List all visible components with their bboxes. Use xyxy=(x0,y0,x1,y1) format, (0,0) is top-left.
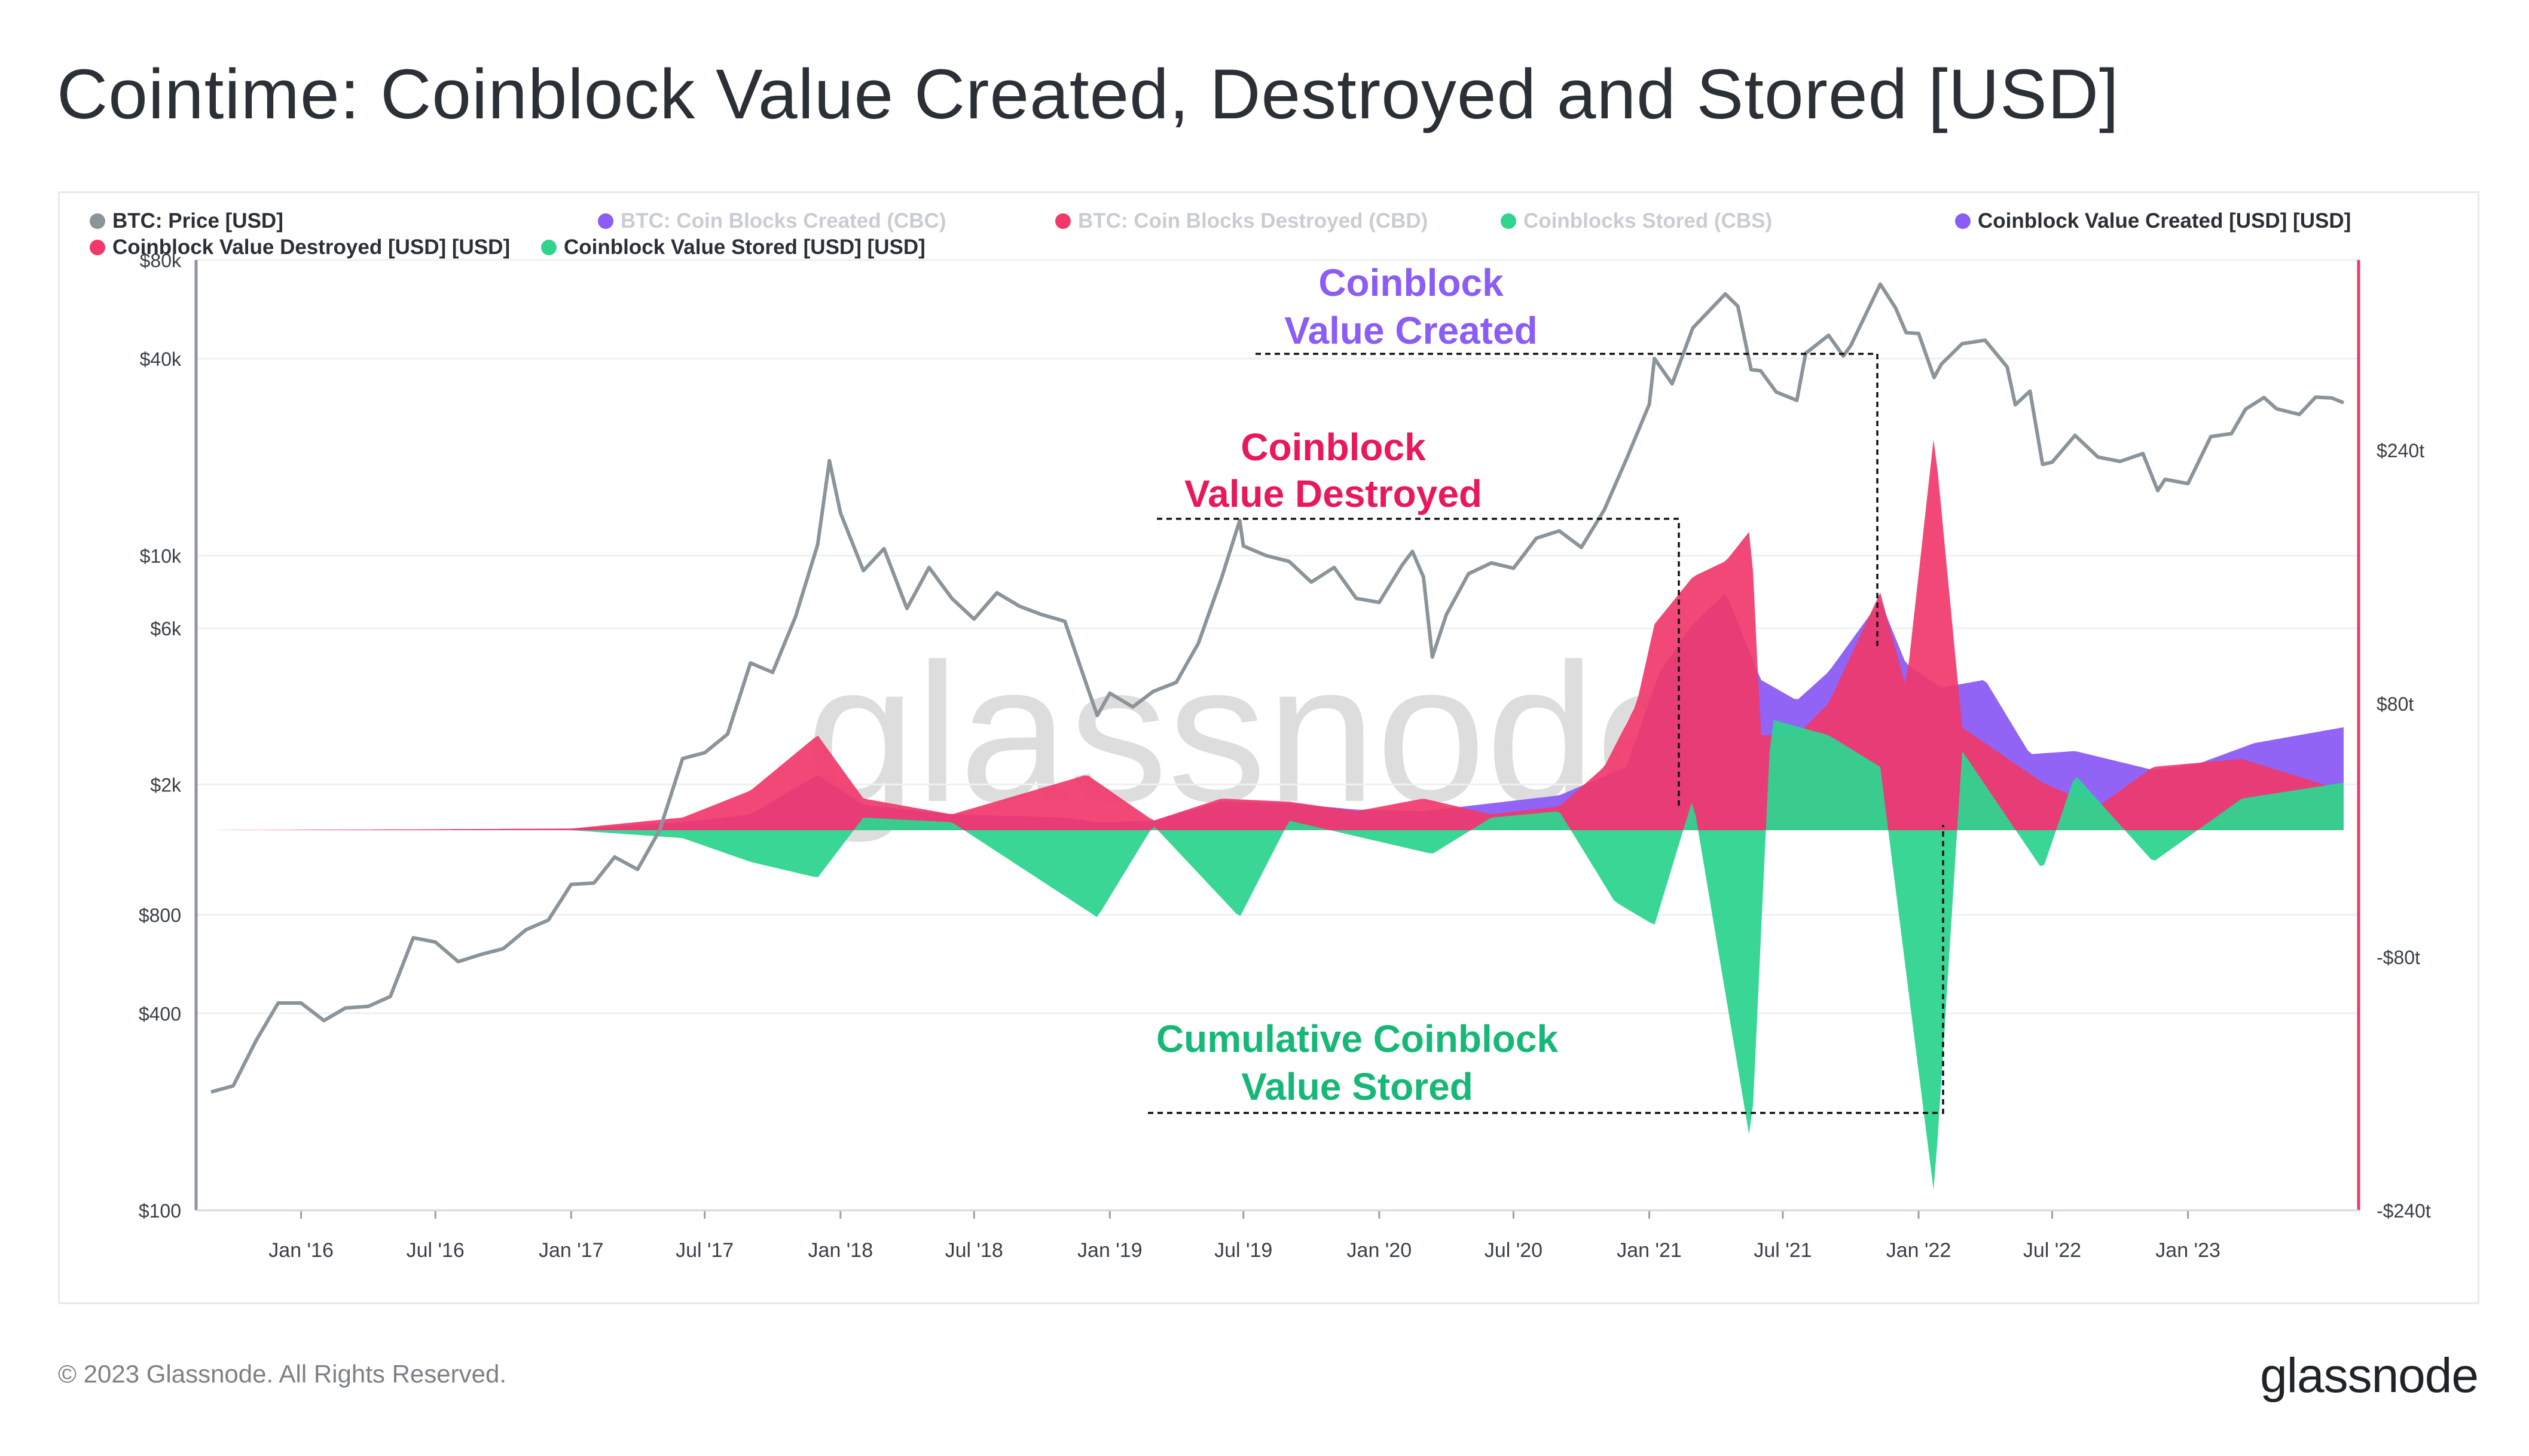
legend-marker xyxy=(90,240,105,255)
annotation-label: Value Created xyxy=(1284,309,1537,352)
y-left-tick-label: $6k xyxy=(150,618,182,640)
annotation-label: Coinblock xyxy=(1241,426,1426,469)
axes: $80k $40k $10k $6k $2k $800 $400 $100 $240t $80t -… xyxy=(139,250,2431,1262)
y-left-tick-label: $80k xyxy=(140,250,182,271)
legend-label: Coinblocks Stored (CBS) xyxy=(1523,209,1773,233)
legend-label: BTC: Price [USD] xyxy=(112,209,283,233)
x-tick-label: Jan '19 xyxy=(1077,1239,1143,1262)
legend-label: Coinblock Value Stored [USD] [USD] xyxy=(564,235,926,259)
legend-marker xyxy=(1501,213,1516,229)
x-tick-label: Jul '18 xyxy=(945,1239,1003,1262)
x-tick-label: Jul '20 xyxy=(1485,1239,1543,1262)
x-tick-label: Jan '20 xyxy=(1347,1239,1412,1262)
legend-item-cbd[interactable]: BTC: Coin Blocks Destroyed (CBD) xyxy=(1055,209,1428,233)
annotation-label: Value Stored xyxy=(1241,1065,1473,1108)
x-tick-label: Jan '18 xyxy=(808,1239,873,1262)
x-tick-label: Jan '23 xyxy=(2155,1239,2220,1262)
y-right-tick-label: -$240t xyxy=(2377,1200,2431,1222)
annotation-leader-created xyxy=(1256,353,1879,649)
legend-marker xyxy=(541,240,557,255)
y-left-tick-label: $100 xyxy=(139,1200,181,1222)
annotation-label: Cumulative Coinblock xyxy=(1156,1017,1559,1060)
y-right-tick-label: $240t xyxy=(2377,440,2424,461)
annotation: Cumulative Coinblock Value Stored xyxy=(1156,1017,1559,1108)
y-right-tick-label: -$80t xyxy=(2377,947,2420,968)
legend-label: Coinblock Value Created [USD] [USD] xyxy=(1978,209,2351,233)
series-area-value-stored xyxy=(211,720,2344,1190)
y-right-tick-label: $80t xyxy=(2377,693,2414,715)
x-tick-label: Jul '19 xyxy=(1214,1239,1272,1262)
x-tick-label: Jul '22 xyxy=(2023,1239,2081,1262)
annotation-leader-destroyed xyxy=(1157,518,1680,807)
x-tick-label: Jan '16 xyxy=(268,1239,334,1262)
legend-marker xyxy=(598,213,613,229)
legend-item-cbs[interactable]: Coinblocks Stored (CBS) xyxy=(1501,209,1772,233)
legend-item-value-destroyed[interactable]: Coinblock Value Destroyed [USD] [USD] xyxy=(90,235,510,259)
x-tick-label: Jan '21 xyxy=(1617,1239,1682,1262)
chart-frame xyxy=(58,191,2479,1304)
page-title: Cointime: Coinblock Value Created, Destr… xyxy=(57,55,2119,134)
footer-copyright: © 2023 Glassnode. All Rights Reserved. xyxy=(58,1360,507,1388)
footer-logo: glassnode xyxy=(2260,1348,2479,1403)
x-tick-label: Jan '22 xyxy=(1886,1239,1951,1262)
y-left-tick-label: $400 xyxy=(139,1003,181,1024)
annotation-label: Coinblock xyxy=(1318,261,1504,304)
chart-legend: BTC: Price [USD] BTC: Coin Blocks Create… xyxy=(90,209,2451,263)
x-tick-label: Jul '17 xyxy=(676,1239,734,1262)
y-left-tick-label: $10k xyxy=(140,546,182,567)
annotation: Coinblock Value Created xyxy=(1284,261,1537,352)
series-line-price xyxy=(210,282,2345,1094)
legend-item-price[interactable]: BTC: Price [USD] xyxy=(90,209,283,233)
legend-label: BTC: Coin Blocks Destroyed (CBD) xyxy=(1078,209,1428,233)
y-left-tick-label: $40k xyxy=(140,348,182,370)
legend-item-value-stored[interactable]: Coinblock Value Stored [USD] [USD] xyxy=(541,235,926,259)
legend-marker xyxy=(1055,213,1071,229)
y-left-tick-label: $2k xyxy=(150,774,182,796)
x-tick-label: Jul '16 xyxy=(407,1239,465,1262)
x-tick-label: Jul '21 xyxy=(1754,1239,1812,1262)
legend-label: BTC: Coin Blocks Created (CBC) xyxy=(621,209,946,233)
y-left-tick-label: $800 xyxy=(139,904,181,926)
legend-label: Coinblock Value Destroyed [USD] [USD] xyxy=(112,235,511,259)
legend-item-value-created[interactable]: Coinblock Value Created [USD] [USD] xyxy=(1955,209,2351,233)
annotation-leader-stored xyxy=(1148,825,1944,1114)
legend-marker xyxy=(90,213,105,229)
annotation-label: Value Destroyed xyxy=(1184,472,1482,515)
legend-item-cbc[interactable]: BTC: Coin Blocks Created (CBC) xyxy=(598,209,946,233)
legend-marker xyxy=(1955,213,1971,229)
x-tick-label: Jan '17 xyxy=(539,1239,604,1262)
